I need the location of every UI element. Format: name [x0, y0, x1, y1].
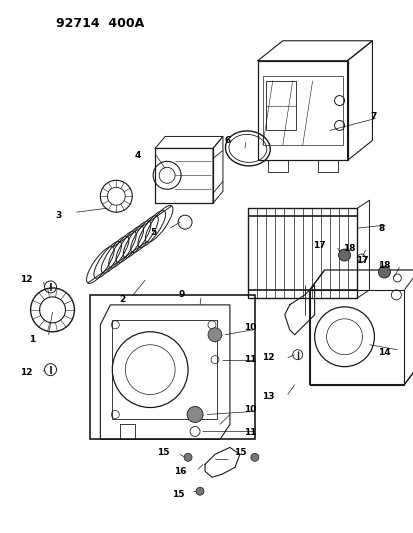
Text: 13: 13 — [261, 392, 273, 401]
Bar — [257, 61, 347, 160]
Circle shape — [377, 266, 389, 278]
Circle shape — [250, 454, 258, 462]
Text: 12: 12 — [261, 353, 273, 362]
Text: 12: 12 — [20, 276, 33, 285]
Text: 5: 5 — [150, 228, 156, 237]
Text: 7: 7 — [369, 112, 376, 121]
Bar — [265, 80, 295, 131]
Text: 10: 10 — [243, 405, 255, 414]
Bar — [309, 290, 404, 385]
Circle shape — [207, 328, 221, 342]
Text: 1: 1 — [29, 335, 36, 344]
Text: 11: 11 — [243, 428, 256, 437]
Bar — [90, 295, 254, 439]
Text: 15: 15 — [157, 448, 169, 457]
Text: 16: 16 — [173, 467, 186, 476]
Bar — [247, 208, 357, 298]
Circle shape — [187, 407, 202, 423]
Text: 11: 11 — [243, 355, 256, 364]
Text: 17: 17 — [355, 255, 368, 264]
Text: 2: 2 — [119, 295, 125, 304]
Text: 17: 17 — [313, 240, 325, 249]
Text: 9: 9 — [178, 290, 185, 300]
Text: 15: 15 — [171, 490, 184, 499]
Text: 92714  400A: 92714 400A — [55, 17, 143, 30]
Text: 12: 12 — [20, 368, 33, 377]
Text: 4: 4 — [135, 151, 141, 160]
Text: 18: 18 — [342, 244, 355, 253]
Bar — [155, 148, 212, 203]
Circle shape — [338, 249, 350, 261]
Text: 8: 8 — [377, 224, 384, 232]
Circle shape — [196, 487, 204, 495]
Text: 15: 15 — [233, 448, 246, 457]
Text: 18: 18 — [377, 261, 390, 270]
Text: 6: 6 — [224, 136, 230, 145]
Text: 10: 10 — [243, 324, 255, 332]
Bar — [112, 320, 216, 419]
Text: 3: 3 — [55, 211, 62, 220]
Circle shape — [184, 454, 192, 462]
Text: 14: 14 — [377, 348, 390, 357]
